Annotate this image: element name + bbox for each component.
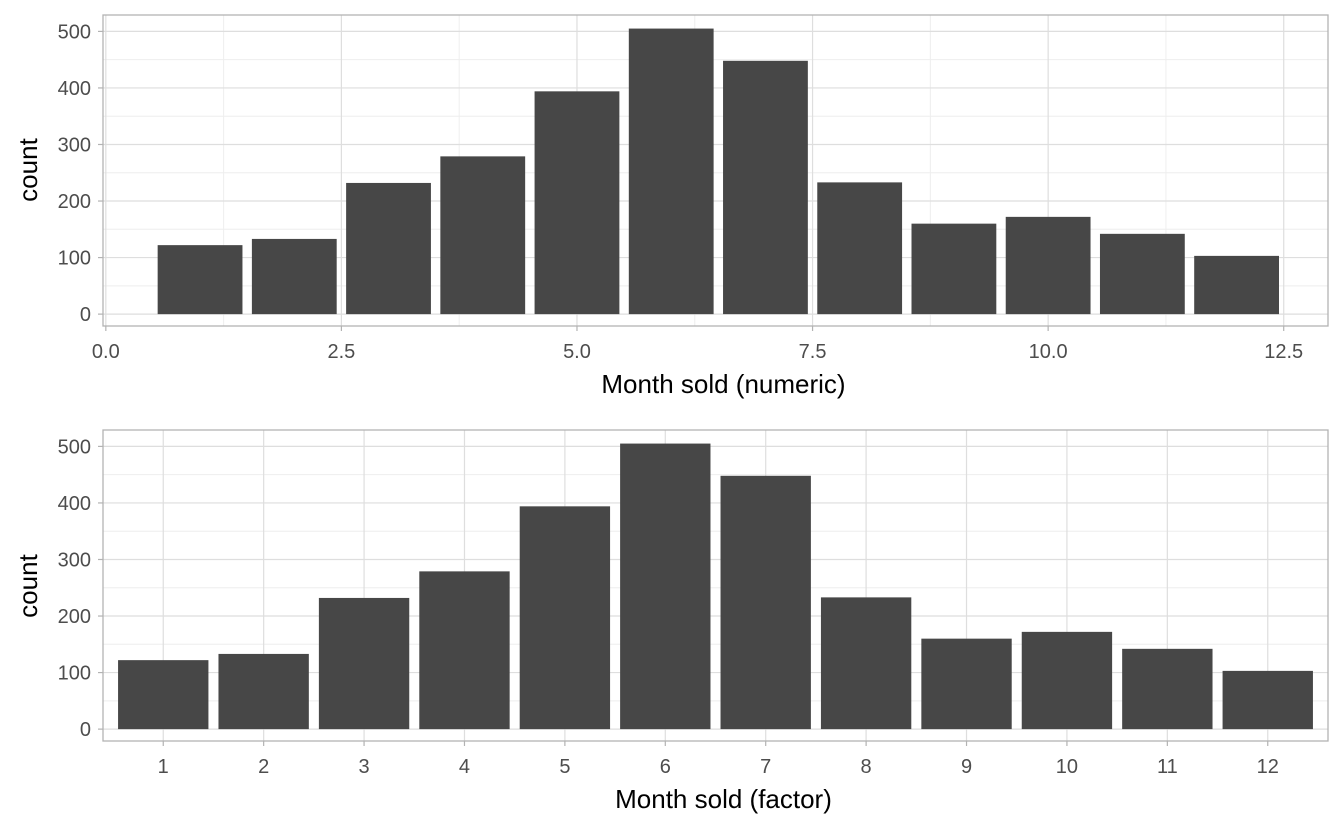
bar-month-12 [1222, 670, 1313, 730]
bar-month-11 [1122, 648, 1213, 730]
panel-border [102, 429, 1329, 742]
x-tick-label: 7 [760, 756, 771, 778]
bar-month-4 [419, 571, 510, 730]
y-tick-label: 500 [58, 21, 91, 43]
bar-month-8 [820, 597, 912, 730]
x-tick-label: 5 [559, 756, 570, 778]
bar-month-5 [534, 91, 620, 315]
bar-month-9 [921, 638, 1012, 730]
bar-month-10 [1021, 631, 1113, 730]
y-axis-title: count [13, 137, 43, 201]
bar-month-3 [318, 597, 410, 730]
bar-month-2 [251, 238, 337, 315]
y-tick-label: 100 [58, 663, 91, 685]
bar-month-3 [346, 182, 431, 315]
y-tick-label: 300 [58, 549, 91, 571]
bar-month-7 [720, 475, 811, 730]
x-tick-label: 10 [1056, 756, 1078, 778]
x-tick-label: 7.5 [799, 341, 827, 363]
x-tick-label: 3 [359, 756, 370, 778]
y-tick-label: 500 [58, 436, 91, 458]
y-tick-label: 100 [58, 248, 91, 270]
x-tick-label: 6 [660, 756, 671, 778]
x-tick-label: 9 [961, 756, 972, 778]
x-tick-label: 11 [1157, 756, 1178, 778]
y-tick-label: 400 [58, 493, 91, 515]
chart-panel-1: 0 100 200 300 400 500 0.0 2.5 5.0 7.5 10.0 12.5 Mont… [13, 14, 1329, 399]
y-tick-label: 0 [80, 719, 91, 741]
y-tick-label: 0 [80, 304, 91, 326]
bar-month-7 [723, 60, 808, 315]
x-tick-label: 8 [861, 756, 872, 778]
y-tick-label: 400 [58, 78, 91, 100]
x-tick-label: 10.0 [1029, 341, 1068, 363]
y-tick-label: 300 [58, 134, 91, 156]
bar-month-11 [1099, 233, 1185, 315]
bar-month-12 [1194, 255, 1279, 315]
y-axis-title: count [13, 553, 43, 617]
bar-month-6 [628, 28, 714, 315]
x-tick-label: 0.0 [92, 341, 120, 363]
bar-month-5 [519, 506, 611, 730]
bar-month-1 [157, 245, 243, 315]
x-tick-label: 5.0 [563, 341, 591, 363]
x-axis-title: Month sold (factor) [615, 784, 832, 814]
x-tick-label: 2 [258, 756, 269, 778]
panel-border [102, 14, 1329, 327]
x-tick-label: 4 [459, 756, 470, 778]
bar-month-1 [118, 660, 209, 730]
bar-month-10 [1005, 216, 1091, 315]
x-tick-label: 12.5 [1264, 341, 1303, 363]
y-tick-label: 200 [58, 606, 91, 628]
bar-month-6 [620, 443, 711, 730]
x-axis-title: Month sold (numeric) [601, 369, 845, 399]
bar-month-2 [218, 653, 309, 730]
x-tick-label: 12 [1257, 756, 1279, 778]
x-tick-label: 1 [158, 756, 169, 778]
x-tick-label: 2.5 [327, 341, 355, 363]
bar-month-8 [817, 182, 903, 315]
bar-month-9 [911, 223, 997, 315]
bar-month-4 [440, 156, 526, 315]
y-tick-label: 200 [58, 191, 91, 213]
